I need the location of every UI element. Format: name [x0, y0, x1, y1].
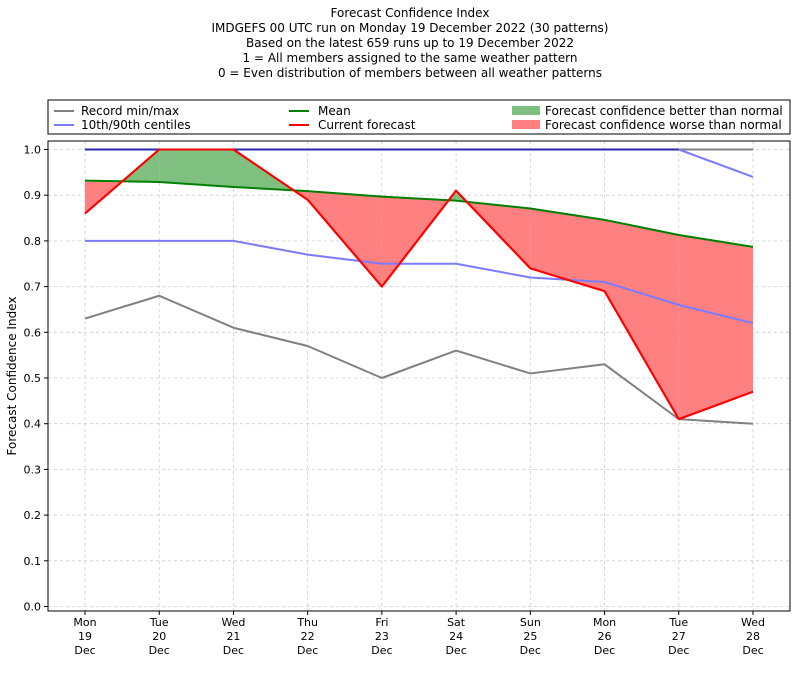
y-tick-label: 0.2 [24, 509, 42, 522]
y-tick-label: 0.0 [24, 601, 42, 614]
title-line-4: 1 = All members assigned to the same wea… [243, 51, 578, 65]
y-tick-label: 0.5 [24, 372, 42, 385]
x-tick-label-line: Dec [594, 644, 615, 657]
y-tick-label: 0.9 [24, 189, 42, 202]
y-tick-label: 0.8 [24, 235, 42, 248]
y-tick-label: 1.0 [24, 144, 42, 157]
x-tick-label-line: 25 [523, 630, 537, 643]
x-tick-label-line: 27 [672, 630, 686, 643]
x-tick-label-line: Dec [742, 644, 763, 657]
x-tick-label: Wed 28 Dec [741, 616, 765, 657]
y-tick-label: 0.3 [24, 463, 42, 476]
fill-worse-than-normal [307, 191, 382, 287]
y-tick-label: 0.7 [24, 281, 42, 294]
x-tick-label-line: Dec [297, 644, 318, 657]
fill-worse-than-normal [530, 208, 605, 292]
legend-label-centiles: 10th/90th centiles [81, 118, 191, 132]
confidence-fills [85, 149, 753, 420]
x-tick-label-line: Sun [520, 616, 541, 629]
x-tick-label-line: Tue [149, 616, 169, 629]
x-tick-label-line: Sat [447, 616, 466, 629]
legend-label-mean: Mean [318, 104, 351, 118]
legend-label-worse: Forecast confidence worse than normal [545, 118, 782, 132]
series-line-mean [84, 179, 754, 248]
x-tick-label-line: 19 [78, 630, 92, 643]
chart-title: Forecast Confidence Index IMDGEFS 00 UTC… [211, 6, 608, 80]
x-tick-label-line: Dec [520, 644, 541, 657]
x-tick-label-line: 22 [301, 630, 315, 643]
x-tick-label-line: Dec [371, 644, 392, 657]
x-tick-label: Tue 20 Dec [149, 616, 170, 657]
title-line-3: Based on the latest 659 runs up to 19 De… [246, 36, 574, 50]
legend-label-record: Record min/max [81, 104, 179, 118]
fill-worse-than-normal [678, 234, 753, 420]
x-tick-label-line: Dec [445, 644, 466, 657]
fill-better-than-normal [159, 149, 234, 187]
x-tick-label-line: Thu [296, 616, 318, 629]
x-tick-label: Sun 25 Dec [520, 616, 541, 657]
y-tick-label: 0.6 [24, 326, 42, 339]
x-tick-label: Fri 23 Dec [371, 616, 392, 657]
x-tick-label-line: 24 [449, 630, 463, 643]
series-line-record-min [84, 294, 754, 425]
legend-label-better: Forecast confidence better than normal [545, 104, 783, 118]
x-tick-label-line: Mon [73, 616, 96, 629]
x-tick-label-line: 26 [598, 630, 612, 643]
x-tick-label-line: Tue [668, 616, 688, 629]
x-tick-label: Wed 21 Dec [221, 616, 245, 657]
y-axis: 0.0 0.1 0.2 0.3 0.4 0.5 0.6 0.7 0.8 0.9 1.0 [24, 144, 48, 614]
x-tick-label-line: Dec [223, 644, 244, 657]
plot-area: 0.00.10.20.30.40.50.60.70.80.91.0 Mon 19 D… [24, 140, 791, 657]
x-tick-label-line: Dec [149, 644, 170, 657]
x-tick-label-line: 20 [152, 630, 166, 643]
x-tick-label-line: Fri [375, 616, 388, 629]
x-tick-label: Thu 22 Dec [296, 616, 318, 657]
series-lines [84, 148, 754, 425]
x-tick-label-line: 21 [226, 630, 240, 643]
x-tick-label: Mon 26 Dec [593, 616, 616, 657]
x-tick-label-line: Wed [221, 616, 245, 629]
x-tick-label-line: Dec [668, 644, 689, 657]
title-line-2: IMDGEFS 00 UTC run on Monday 19 December… [211, 21, 608, 35]
y-tick-label: 0.1 [24, 555, 42, 568]
fill-worse-than-normal [604, 219, 679, 420]
x-tick-label: Sat 24 Dec [445, 616, 466, 657]
series-line-10th-centile [85, 239, 754, 325]
x-tick-label-line: Wed [741, 616, 765, 629]
title-line-1: Forecast Confidence Index [331, 6, 490, 20]
x-tick-label-line: 28 [746, 630, 760, 643]
legend-frame [47, 99, 791, 135]
legend: Record min/max 10th/90th centiles Mean C… [47, 99, 791, 135]
plot-frame [47, 140, 791, 612]
x-tick-label: Mon 19 Dec [73, 616, 96, 657]
title-line-5: 0 = Even distribution of members between… [218, 66, 602, 80]
legend-swatch-worse [512, 120, 540, 129]
x-tick-label-line: Dec [74, 644, 95, 657]
legend-label-current: Current forecast [318, 118, 416, 132]
x-tick-label-line: Mon [593, 616, 616, 629]
legend-swatch-better [512, 106, 540, 115]
x-tick-label: Tue 27 Dec [668, 616, 689, 657]
y-axis-label: Forecast Confidence Index [5, 297, 19, 456]
series-line-current-forecast-top [84, 148, 754, 421]
y-tick-label: 0.4 [24, 418, 42, 431]
x-tick-label-line: 23 [375, 630, 389, 643]
